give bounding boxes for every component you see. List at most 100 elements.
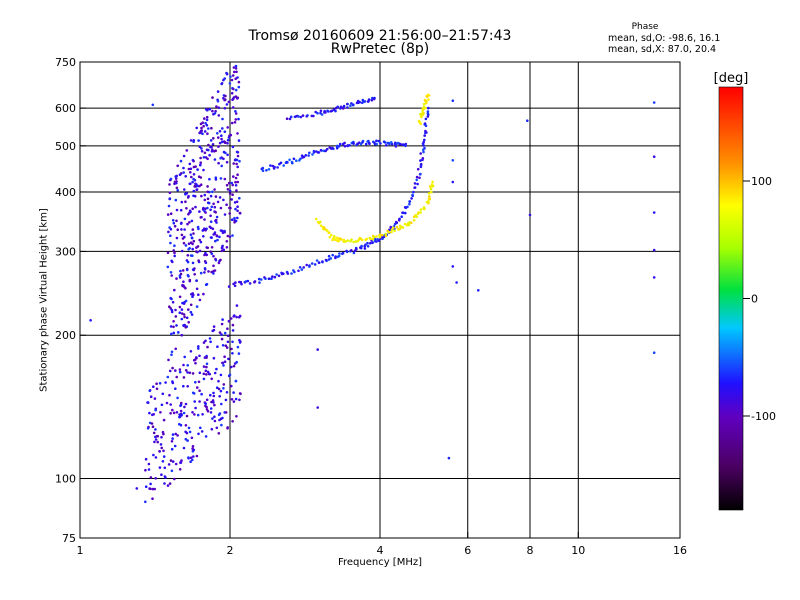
echo-point <box>215 234 219 237</box>
echo-point <box>221 127 224 130</box>
echo-point <box>192 140 195 143</box>
echo-point <box>217 379 220 383</box>
echo-point <box>152 453 155 457</box>
echo-point <box>205 398 209 402</box>
echo-point <box>228 189 232 193</box>
echo-point <box>206 345 209 349</box>
echo-point <box>404 144 407 148</box>
echo-point <box>221 231 225 235</box>
echo-point <box>282 164 286 167</box>
echo-point <box>166 265 170 269</box>
echo-point <box>197 345 200 348</box>
echo-point <box>261 166 265 170</box>
echo-point <box>199 163 202 167</box>
echo-point <box>178 368 182 371</box>
echo-point <box>198 400 201 403</box>
echo-point <box>224 98 227 101</box>
echo-point <box>164 381 167 384</box>
echo-point <box>195 126 198 130</box>
echo-point <box>188 278 192 282</box>
echo-point <box>197 259 200 262</box>
echo-point <box>346 106 349 109</box>
echo-point <box>328 236 332 239</box>
echo-point <box>233 158 237 162</box>
echo-point <box>195 188 199 191</box>
echo-point <box>375 240 378 243</box>
echo-point <box>423 122 427 125</box>
echo-point <box>186 222 189 226</box>
echo-point <box>183 217 187 221</box>
echo-point <box>237 80 241 84</box>
echo-point <box>170 350 174 354</box>
echo-point <box>258 281 261 284</box>
echo-point <box>174 175 177 178</box>
colorbar-tick-label: -100 <box>751 410 776 423</box>
echo-point <box>418 176 421 180</box>
echo-point <box>153 487 156 491</box>
echo-point <box>398 227 402 230</box>
echo-point <box>199 156 202 160</box>
echo-point <box>174 315 178 318</box>
echo-point <box>206 197 210 201</box>
echo-point <box>219 258 222 262</box>
x-tick-label: 1 <box>77 544 84 557</box>
echo-point <box>203 117 206 120</box>
x-tick-label: 4 <box>377 544 384 557</box>
echo-point <box>184 424 188 427</box>
echo-point <box>237 139 241 142</box>
echo-point <box>194 361 197 365</box>
echo-point <box>403 222 407 226</box>
echo-point <box>341 252 344 256</box>
echo-point <box>415 178 419 182</box>
echo-point <box>174 387 177 391</box>
echo-point <box>652 276 656 279</box>
echo-point <box>189 139 193 142</box>
echo-point <box>236 345 240 349</box>
echo-point <box>175 180 178 183</box>
echo-point <box>218 196 222 199</box>
echo-point <box>181 237 185 240</box>
echo-point <box>173 251 176 255</box>
echo-point <box>202 124 205 128</box>
echo-point <box>210 205 214 209</box>
echo-point <box>150 422 154 425</box>
echo-point <box>352 103 355 106</box>
echo-point <box>236 216 239 220</box>
echo-point <box>183 315 186 319</box>
echo-point <box>218 418 221 422</box>
echo-point <box>422 206 426 209</box>
echo-point <box>227 285 231 288</box>
echo-point <box>198 145 202 148</box>
y-tick-label: 750 <box>55 56 76 69</box>
echo-point <box>288 117 292 121</box>
echo-point <box>176 396 179 400</box>
echo-point <box>422 150 425 154</box>
echo-point <box>194 358 197 361</box>
echo-point <box>360 244 363 248</box>
echo-point <box>370 98 374 102</box>
echo-point <box>299 115 303 119</box>
echo-point <box>220 164 223 168</box>
echo-point <box>235 200 239 204</box>
echo-point <box>451 99 455 102</box>
echo-point <box>198 298 202 302</box>
echo-point <box>363 247 367 250</box>
echo-point <box>158 450 161 453</box>
echo-point <box>205 118 209 122</box>
echo-point <box>235 415 238 418</box>
echo-point <box>205 362 209 366</box>
echo-point <box>267 277 271 281</box>
phase-stats-o: mean, sd,O: -98.6, 16.1 <box>608 33 721 44</box>
echo-point <box>189 460 192 464</box>
colorbar-ticks: 100 0 -100 <box>743 175 776 423</box>
echo-point <box>182 324 185 328</box>
echo-point <box>199 426 202 430</box>
echo-point <box>184 299 188 303</box>
echo-point <box>230 78 234 82</box>
echo-point <box>221 344 225 347</box>
echo-point <box>231 145 235 149</box>
echo-point <box>184 286 187 290</box>
echo-point <box>455 281 458 284</box>
echo-point <box>231 420 234 423</box>
echo-point <box>151 103 155 107</box>
